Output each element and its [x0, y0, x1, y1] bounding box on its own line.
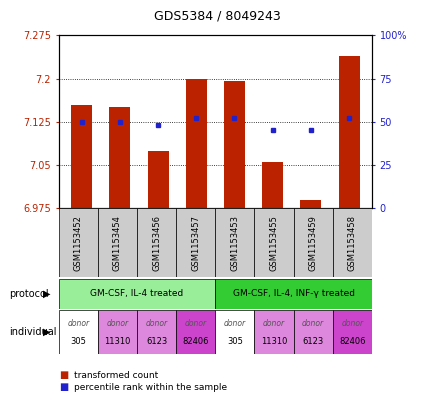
Text: 11310: 11310 — [260, 337, 286, 346]
Text: ▶: ▶ — [43, 289, 51, 299]
Text: 82406: 82406 — [339, 337, 365, 346]
Text: individual: individual — [10, 327, 57, 337]
Text: GSM1153452: GSM1153452 — [74, 215, 82, 271]
Text: donor: donor — [302, 319, 323, 328]
Text: GSM1153459: GSM1153459 — [308, 215, 317, 271]
Text: donor: donor — [67, 319, 89, 328]
Bar — [224, 81, 244, 208]
Text: GSM1153454: GSM1153454 — [113, 215, 122, 271]
FancyBboxPatch shape — [176, 208, 215, 277]
Text: 82406: 82406 — [182, 337, 208, 346]
Text: GSM1153453: GSM1153453 — [230, 215, 239, 271]
Text: transformed count: transformed count — [74, 371, 158, 380]
FancyBboxPatch shape — [176, 310, 215, 354]
FancyBboxPatch shape — [254, 208, 293, 277]
Text: ■: ■ — [59, 370, 68, 380]
FancyBboxPatch shape — [137, 208, 176, 277]
Text: 305: 305 — [70, 337, 86, 346]
Bar — [109, 107, 130, 208]
FancyBboxPatch shape — [59, 279, 215, 309]
Text: 6123: 6123 — [146, 337, 167, 346]
Bar — [71, 105, 92, 208]
FancyBboxPatch shape — [215, 310, 254, 354]
Bar — [338, 55, 358, 208]
Text: donor: donor — [145, 319, 167, 328]
FancyBboxPatch shape — [98, 310, 137, 354]
FancyBboxPatch shape — [332, 208, 371, 277]
FancyBboxPatch shape — [98, 208, 137, 277]
Text: 6123: 6123 — [302, 337, 323, 346]
Text: GSM1153458: GSM1153458 — [347, 215, 356, 271]
Text: protocol: protocol — [10, 289, 49, 299]
FancyBboxPatch shape — [254, 310, 293, 354]
FancyBboxPatch shape — [215, 279, 371, 309]
FancyBboxPatch shape — [59, 310, 98, 354]
Bar — [147, 151, 168, 208]
Text: ▶: ▶ — [43, 327, 51, 337]
Bar — [299, 200, 321, 208]
Text: GM-CSF, IL-4, INF-γ treated: GM-CSF, IL-4, INF-γ treated — [232, 289, 354, 298]
FancyBboxPatch shape — [293, 208, 332, 277]
FancyBboxPatch shape — [293, 310, 332, 354]
Text: percentile rank within the sample: percentile rank within the sample — [74, 383, 227, 391]
Bar — [262, 162, 283, 208]
Bar — [185, 79, 206, 208]
Text: GDS5384 / 8049243: GDS5384 / 8049243 — [154, 10, 280, 23]
FancyBboxPatch shape — [137, 310, 176, 354]
Text: GM-CSF, IL-4 treated: GM-CSF, IL-4 treated — [90, 289, 183, 298]
Text: 305: 305 — [227, 337, 242, 346]
Text: donor: donor — [341, 319, 362, 328]
FancyBboxPatch shape — [59, 208, 98, 277]
Text: donor: donor — [224, 319, 245, 328]
Text: ■: ■ — [59, 382, 68, 392]
Text: donor: donor — [263, 319, 284, 328]
Text: 11310: 11310 — [104, 337, 130, 346]
Text: GSM1153456: GSM1153456 — [152, 215, 161, 271]
FancyBboxPatch shape — [215, 208, 254, 277]
FancyBboxPatch shape — [332, 310, 371, 354]
Text: donor: donor — [184, 319, 206, 328]
Text: GSM1153455: GSM1153455 — [269, 215, 278, 271]
Text: donor: donor — [106, 319, 128, 328]
Text: GSM1153457: GSM1153457 — [191, 215, 200, 271]
